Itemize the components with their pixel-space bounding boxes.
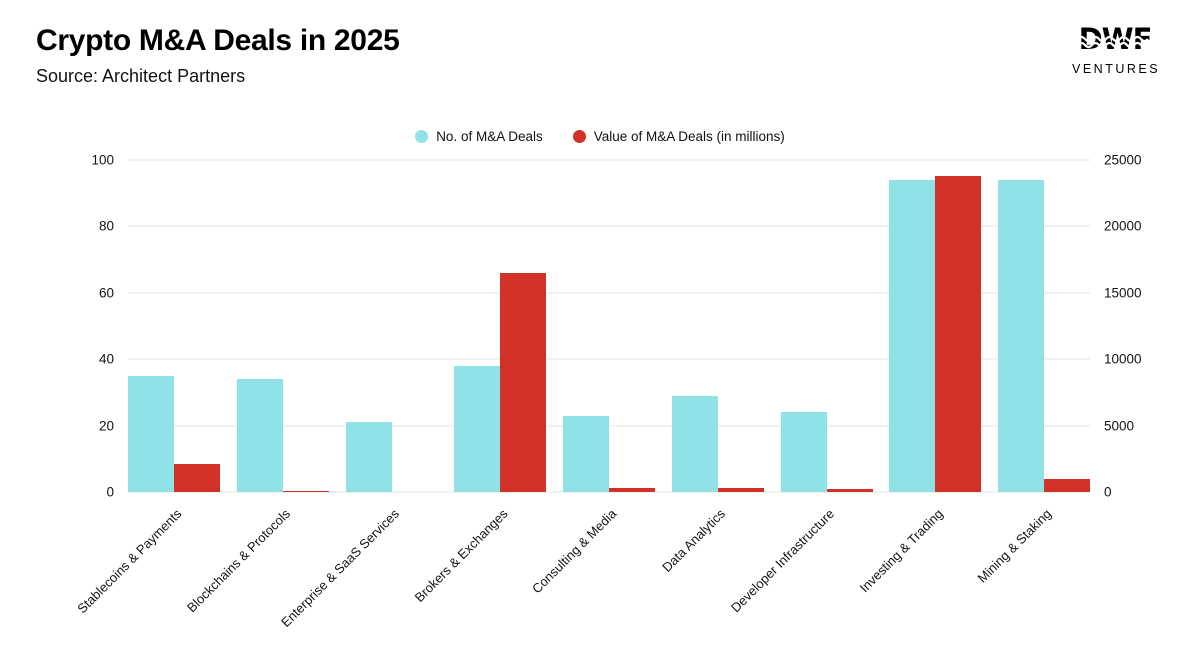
right-axis-tick: 5000 bbox=[1104, 418, 1135, 434]
deal-value-bar bbox=[717, 488, 764, 492]
legend-item: Value of M&A Deals (in millions) bbox=[572, 129, 785, 144]
deal-count-bar bbox=[889, 179, 936, 492]
category-label: Developer Infrastructure bbox=[727, 506, 838, 616]
deal-count-bar bbox=[780, 412, 827, 492]
bar-group: Investing & Trading bbox=[857, 160, 982, 595]
right-axis-tick: 25000 bbox=[1104, 152, 1142, 168]
bar-group: Stablecoins & Payments bbox=[74, 160, 220, 616]
dwf-ventures-logo: DWF VENTURES bbox=[1072, 22, 1158, 76]
legend-swatch-icon bbox=[415, 130, 429, 143]
bar-group: Mining & Staking bbox=[975, 160, 1090, 586]
grid-line bbox=[128, 159, 1090, 161]
grid-line bbox=[128, 358, 1090, 360]
deal-value-bar bbox=[500, 272, 547, 492]
bar-group: Brokers & Exchanges bbox=[412, 160, 547, 605]
legend-label: No. of M&A Deals bbox=[436, 129, 543, 144]
category-label: Mining & Staking bbox=[975, 506, 1055, 586]
category-label: Blockchains & Protocols bbox=[184, 506, 294, 616]
grid-line bbox=[128, 491, 1090, 493]
logo-ventures-text: VENTURES bbox=[1072, 62, 1161, 76]
right-axis-tick: 20000 bbox=[1104, 218, 1142, 234]
chart-title: Crypto M&A Deals in 2025 bbox=[36, 24, 400, 57]
category-label: Consulting & Media bbox=[529, 506, 620, 597]
left-axis-tick: 20 bbox=[98, 418, 114, 434]
grid-line bbox=[128, 425, 1090, 427]
left-axis-tick: 100 bbox=[91, 152, 114, 168]
deal-count-bar bbox=[563, 415, 609, 492]
deal-value-bar bbox=[1044, 478, 1090, 492]
deal-count-bar bbox=[236, 379, 283, 492]
legend-swatch-icon bbox=[572, 130, 586, 143]
bar-group: Developer Infrastructure bbox=[728, 160, 873, 615]
legend-label: Value of M&A Deals (in millions) bbox=[593, 129, 785, 144]
chart-subtitle: Source: Architect Partners bbox=[36, 66, 246, 86]
category-label: Brokers & Exchanges bbox=[411, 506, 511, 606]
left-axis-tick: 60 bbox=[98, 285, 114, 301]
category-label: Enterprise & SaaS Services bbox=[278, 506, 403, 631]
right-axis-tick: 15000 bbox=[1104, 285, 1142, 301]
grid-line bbox=[128, 225, 1090, 227]
deal-value-bar bbox=[282, 490, 329, 492]
bar-group: Consulting & Media bbox=[529, 160, 655, 596]
deal-count-bar bbox=[345, 422, 392, 492]
deal-value-bar bbox=[935, 175, 982, 492]
category-label: Data Analytics bbox=[659, 506, 729, 575]
legend-item: No. of M&A Deals bbox=[415, 129, 543, 144]
bar-group: Data Analytics bbox=[660, 160, 764, 575]
bar-group: Enterprise & SaaS Services bbox=[278, 160, 438, 630]
deal-value-bar bbox=[174, 464, 220, 492]
bar-groups: Stablecoins & Payments Blockchains & Prot… bbox=[74, 160, 1090, 630]
chart-header: Crypto M&A Deals in 2025 Source: Archite… bbox=[36, 24, 400, 87]
bar-group: Blockchains & Protocols bbox=[184, 160, 329, 615]
right-axis-tick: 10000 bbox=[1104, 351, 1142, 367]
deal-count-bar bbox=[998, 179, 1044, 492]
left-axis-tick: 80 bbox=[98, 218, 114, 234]
deal-value-bar bbox=[826, 489, 873, 492]
deal-value-bar bbox=[609, 488, 655, 492]
deal-count-bar bbox=[128, 375, 174, 492]
left-axis-tick: 0 bbox=[106, 484, 114, 500]
category-label: Stablecoins & Payments bbox=[74, 506, 185, 617]
deal-count-bar bbox=[454, 365, 501, 492]
category-label: Investing & Trading bbox=[856, 506, 946, 596]
dwf-wordmark-icon: DWF bbox=[1077, 22, 1152, 56]
legend: No. of M&A Deals Value of M&A Deals (in m… bbox=[0, 129, 1200, 144]
plot-area: 0 20 40 60 80 100 0 5000 10000 15000 20000 25000 S… bbox=[74, 153, 1141, 631]
left-axis-tick: 40 bbox=[98, 351, 114, 367]
deal-count-bar bbox=[671, 395, 718, 492]
grid-line bbox=[128, 292, 1090, 294]
right-axis-tick: 0 bbox=[1104, 484, 1112, 500]
